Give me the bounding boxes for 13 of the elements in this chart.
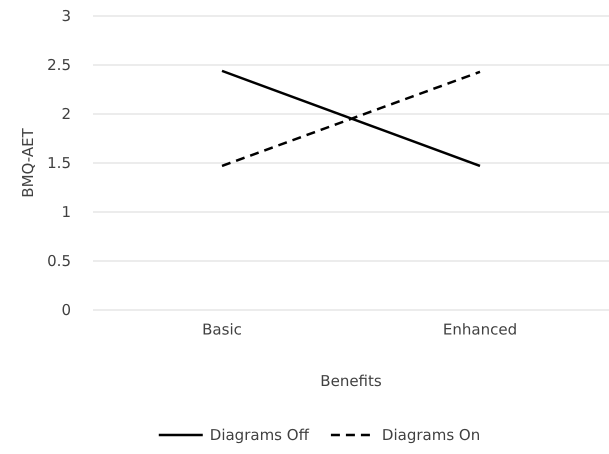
legend-label: Diagrams On xyxy=(382,426,480,444)
legend-label: Diagrams Off xyxy=(210,426,310,444)
y-tick-label: 1.5 xyxy=(47,154,71,172)
y-tick-label: 3 xyxy=(61,6,71,25)
x-axis-title: Benefits xyxy=(320,372,382,390)
y-tick-label: 2.5 xyxy=(47,56,71,74)
y-axis-title: BMQ-AET xyxy=(19,127,37,198)
x-tick-label: Enhanced xyxy=(442,320,518,339)
y-tick-label: 0.5 xyxy=(47,252,71,270)
y-tick-label: 2 xyxy=(61,104,71,123)
y-tick-label: 0 xyxy=(61,300,71,319)
y-tick-label: 1 xyxy=(61,202,71,221)
x-tick-label: Basic xyxy=(202,320,242,339)
